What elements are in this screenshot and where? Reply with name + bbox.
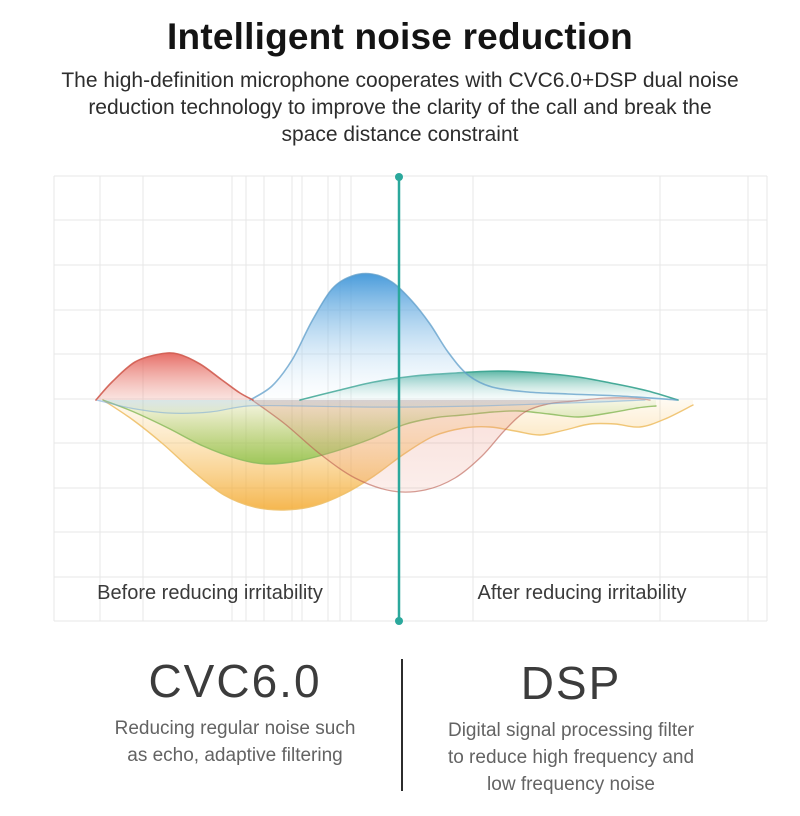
wave-chart: Before reducing irritability After reduc… xyxy=(0,166,800,636)
feature-dsp-desc-line: Digital signal processing filter xyxy=(447,720,695,741)
feature-cvc-title: CVC6.0 xyxy=(148,655,322,707)
feature-cvc-desc-line: as echo, adaptive filtering xyxy=(127,745,343,766)
features-section: CVC6.0 Reducing regular noise such as ec… xyxy=(0,656,800,806)
subtitle-line: space distance constraint xyxy=(281,123,519,146)
page-subtitle: The high-definition microphone cooperate… xyxy=(0,67,800,148)
feature-cvc-description: Reducing regular noise such as echo, ada… xyxy=(45,715,425,769)
marker-line-bottom-dot xyxy=(395,617,403,625)
wave-chart-canvas xyxy=(53,173,768,625)
red-wave-tail-fill xyxy=(252,397,650,493)
features-divider xyxy=(401,659,403,791)
blue-wave-peak-fill xyxy=(250,273,677,400)
feature-dsp-description: Digital signal processing filter to redu… xyxy=(415,717,727,798)
label-before-reducing: Before reducing irritability xyxy=(97,582,323,604)
feature-dsp-title: DSP xyxy=(520,657,622,709)
subtitle-line: The high-definition microphone cooperate… xyxy=(61,69,739,92)
feature-cvc: CVC6.0 Reducing regular noise such as ec… xyxy=(45,656,425,769)
feature-dsp-desc-line: to reduce high frequency and xyxy=(447,747,695,768)
marker-line-top-dot xyxy=(395,173,403,181)
red-wave-peak-fill xyxy=(96,352,253,400)
blue-wave-peak-line xyxy=(249,272,678,401)
subtitle-line: reduction technology to improve the clar… xyxy=(88,96,712,119)
blue-wave-underline-line xyxy=(95,399,646,414)
feature-dsp: DSP Digital signal processing filter to … xyxy=(415,658,727,798)
page-title: Intelligent noise reduction xyxy=(167,16,633,57)
red-wave-peak-line xyxy=(95,352,254,401)
label-after-reducing: After reducing irritability xyxy=(477,582,687,604)
feature-dsp-desc-line: low frequency noise xyxy=(487,774,655,795)
page-root: { "header": { "title": "Intelligent nois… xyxy=(0,16,800,816)
feature-cvc-desc-line: Reducing regular noise such xyxy=(114,718,356,739)
